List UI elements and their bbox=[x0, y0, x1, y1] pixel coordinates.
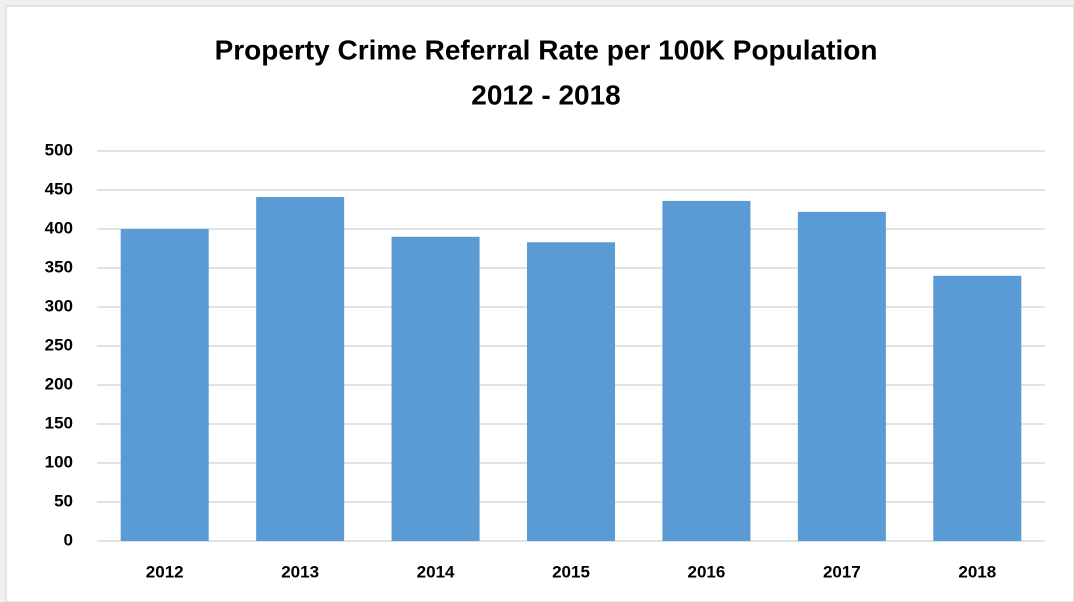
bar bbox=[120, 229, 209, 541]
x-tick-label: 2018 bbox=[958, 562, 996, 581]
y-tick-label: 250 bbox=[45, 335, 73, 354]
bar bbox=[933, 275, 1022, 541]
x-tick-label: 2017 bbox=[823, 562, 861, 581]
bar bbox=[526, 242, 616, 541]
x-tick-label: 2014 bbox=[417, 562, 455, 581]
x-tick-label: 2015 bbox=[552, 562, 590, 581]
bar bbox=[662, 200, 751, 542]
y-tick-label: 400 bbox=[45, 218, 73, 237]
x-tick-label: 2016 bbox=[688, 562, 726, 581]
x-tick-label: 2013 bbox=[281, 562, 319, 581]
y-tick-label: 50 bbox=[54, 491, 73, 510]
y-tick-label: 500 bbox=[45, 140, 73, 159]
y-tick-label: 350 bbox=[45, 257, 73, 276]
y-tick-label: 200 bbox=[45, 374, 73, 393]
bar bbox=[391, 236, 480, 542]
y-tick-label: 0 bbox=[64, 530, 73, 549]
y-tick-label: 300 bbox=[45, 296, 73, 315]
bar bbox=[256, 197, 345, 541]
y-tick-label: 100 bbox=[45, 452, 73, 471]
y-tick-label: 450 bbox=[45, 179, 73, 198]
bar bbox=[797, 211, 886, 541]
x-tick-label: 2012 bbox=[146, 562, 184, 581]
chart-subtitle: 2012 - 2018 bbox=[471, 79, 620, 110]
y-tick-label: 150 bbox=[45, 413, 73, 432]
chart-title: Property Crime Referral Rate per 100K Po… bbox=[215, 34, 878, 65]
